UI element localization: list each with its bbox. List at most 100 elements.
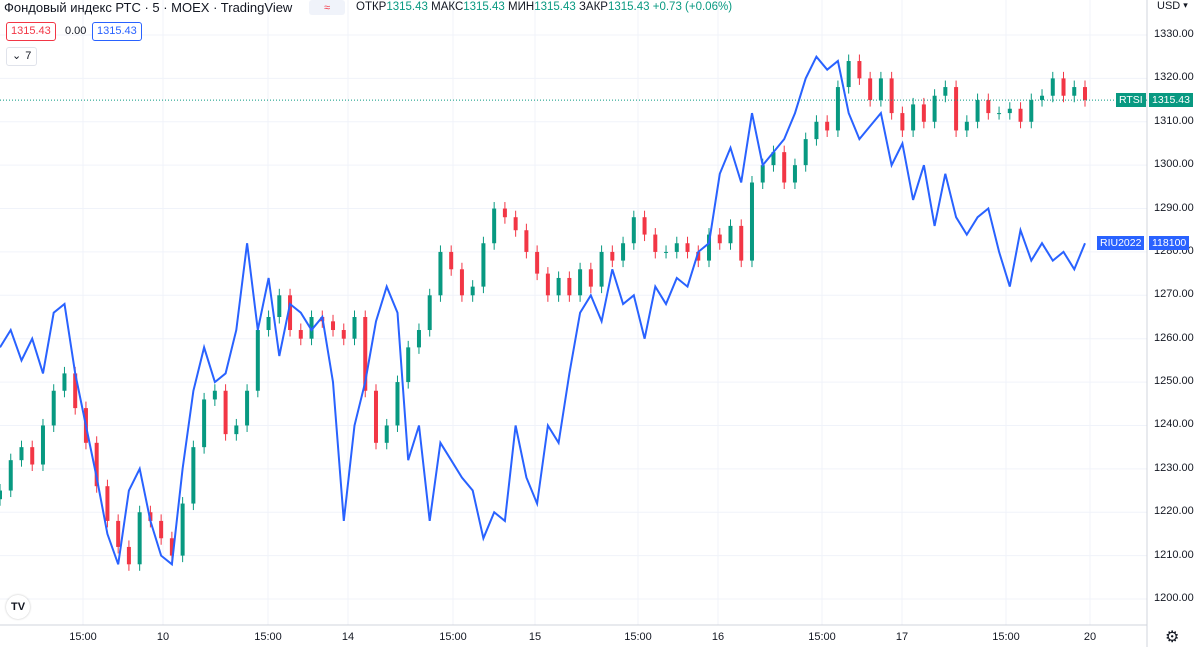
- indicator-count: 7: [25, 50, 32, 62]
- candle-body: [492, 208, 497, 244]
- candle-body: [288, 295, 293, 331]
- candle-body: [395, 382, 400, 426]
- candle-body: [406, 347, 411, 383]
- candle-body: [309, 317, 314, 339]
- candle-body: [234, 425, 239, 435]
- candle-body: [642, 217, 647, 235]
- candle-body: [1061, 78, 1066, 96]
- candle-body: [245, 390, 250, 426]
- x-tick-label: 16: [711, 631, 725, 643]
- candle-body: [212, 390, 217, 400]
- x-tick-label: 10: [156, 631, 170, 643]
- candle-body: [728, 225, 733, 244]
- candle-body: [814, 121, 819, 140]
- y-tick-label: 1230.00: [1154, 461, 1194, 474]
- low-value: 1315.43: [534, 1, 576, 13]
- candle-body: [900, 113, 905, 131]
- sell-price-button[interactable]: 1315.43: [6, 22, 56, 41]
- candle-body: [631, 217, 636, 244]
- candle-body: [610, 251, 615, 261]
- y-tick-label: 1200.00: [1154, 592, 1194, 604]
- candle-body: [696, 251, 701, 261]
- riu2022-line: [0, 54, 1086, 567]
- candle-body: [352, 317, 357, 339]
- x-tick-label: 15:00: [254, 631, 282, 643]
- candle-body: [803, 139, 808, 166]
- candle-body: [51, 390, 56, 426]
- candle-body: [449, 251, 454, 270]
- x-tick-label: 15:00: [808, 631, 836, 643]
- candle-body: [513, 217, 518, 231]
- riu-symbol-tag: RIU2022: [1097, 236, 1145, 251]
- candle-body: [116, 520, 121, 547]
- candle-body: [964, 121, 969, 131]
- y-tick-label: 1290.00: [1154, 201, 1194, 214]
- candle-body: [782, 152, 787, 183]
- rtsi-price-tag: 1315.43: [1149, 93, 1193, 108]
- candle-body: [159, 520, 164, 539]
- candle-body: [857, 61, 862, 79]
- compare-button[interactable]: ≈: [309, 0, 345, 15]
- x-tick-label: 14: [341, 631, 355, 643]
- candle-body: [502, 208, 507, 218]
- candle-body: [556, 277, 561, 296]
- currency-selector[interactable]: USD ▾: [1157, 0, 1188, 12]
- candle-body: [384, 425, 389, 443]
- candle-body: [674, 243, 679, 252]
- candle-body: [223, 390, 228, 435]
- candle-body: [1072, 87, 1077, 96]
- candle-body: [825, 121, 830, 131]
- candle-body: [932, 95, 937, 122]
- candle-body: [298, 330, 303, 339]
- x-tick-label: 17: [895, 631, 909, 643]
- x-tick-label: 15: [528, 631, 542, 643]
- chart-title: Фондовый индекс РТС · 5 · MOEX · Trading…: [4, 0, 293, 15]
- candle-body: [986, 100, 991, 114]
- candle-body: [749, 182, 754, 261]
- x-tick-label: 15:00: [992, 631, 1020, 643]
- candle-body: [760, 165, 765, 183]
- candle-body: [1029, 100, 1034, 122]
- candle-body: [739, 225, 744, 261]
- low-label: МИН: [508, 1, 535, 13]
- y-tick-label: 1300.00: [1154, 158, 1194, 171]
- candle-body: [169, 538, 174, 556]
- gear-icon[interactable]: ⚙: [1165, 629, 1180, 646]
- candle-body: [868, 78, 873, 101]
- buy-price-button[interactable]: 1315.43: [92, 22, 142, 41]
- candle-body: [8, 460, 13, 491]
- candle-body: [427, 295, 432, 331]
- candle-body: [94, 442, 99, 487]
- candle-body: [373, 390, 378, 443]
- indicators-collapse-button[interactable]: ⌄ 7: [6, 47, 38, 66]
- compare-icon: ≈: [323, 1, 331, 14]
- candle-body: [535, 251, 540, 274]
- candle-body: [911, 104, 916, 131]
- candle-body: [277, 295, 282, 317]
- candle-body: [664, 251, 669, 253]
- open-label: ОТКР: [356, 1, 387, 13]
- candle-body: [1040, 95, 1045, 101]
- candle-body: [137, 512, 142, 565]
- candle-body: [954, 87, 959, 131]
- candle-body: [1007, 108, 1012, 114]
- y-tick-label: 1330.00: [1154, 28, 1194, 40]
- candle-body: [331, 321, 336, 331]
- y-tick-label: 1240.00: [1154, 418, 1194, 431]
- spread-value: 0.00: [65, 25, 87, 37]
- candle-body: [685, 243, 690, 252]
- candle-body: [975, 100, 980, 122]
- close-value: 1315.43: [607, 1, 650, 13]
- candle-body: [126, 546, 131, 565]
- candle-body: [771, 152, 776, 166]
- y-tick-label: 1250.00: [1154, 375, 1194, 388]
- candle-body: [40, 425, 45, 465]
- candle-body: [341, 330, 346, 339]
- candle-body: [545, 273, 550, 296]
- tradingview-logo-icon[interactable]: TV: [6, 595, 30, 619]
- candle-body: [889, 78, 894, 114]
- candle-body: [792, 165, 797, 183]
- y-tick-label: 1320.00: [1154, 71, 1194, 84]
- chevron-down-icon: ⌄: [12, 50, 22, 62]
